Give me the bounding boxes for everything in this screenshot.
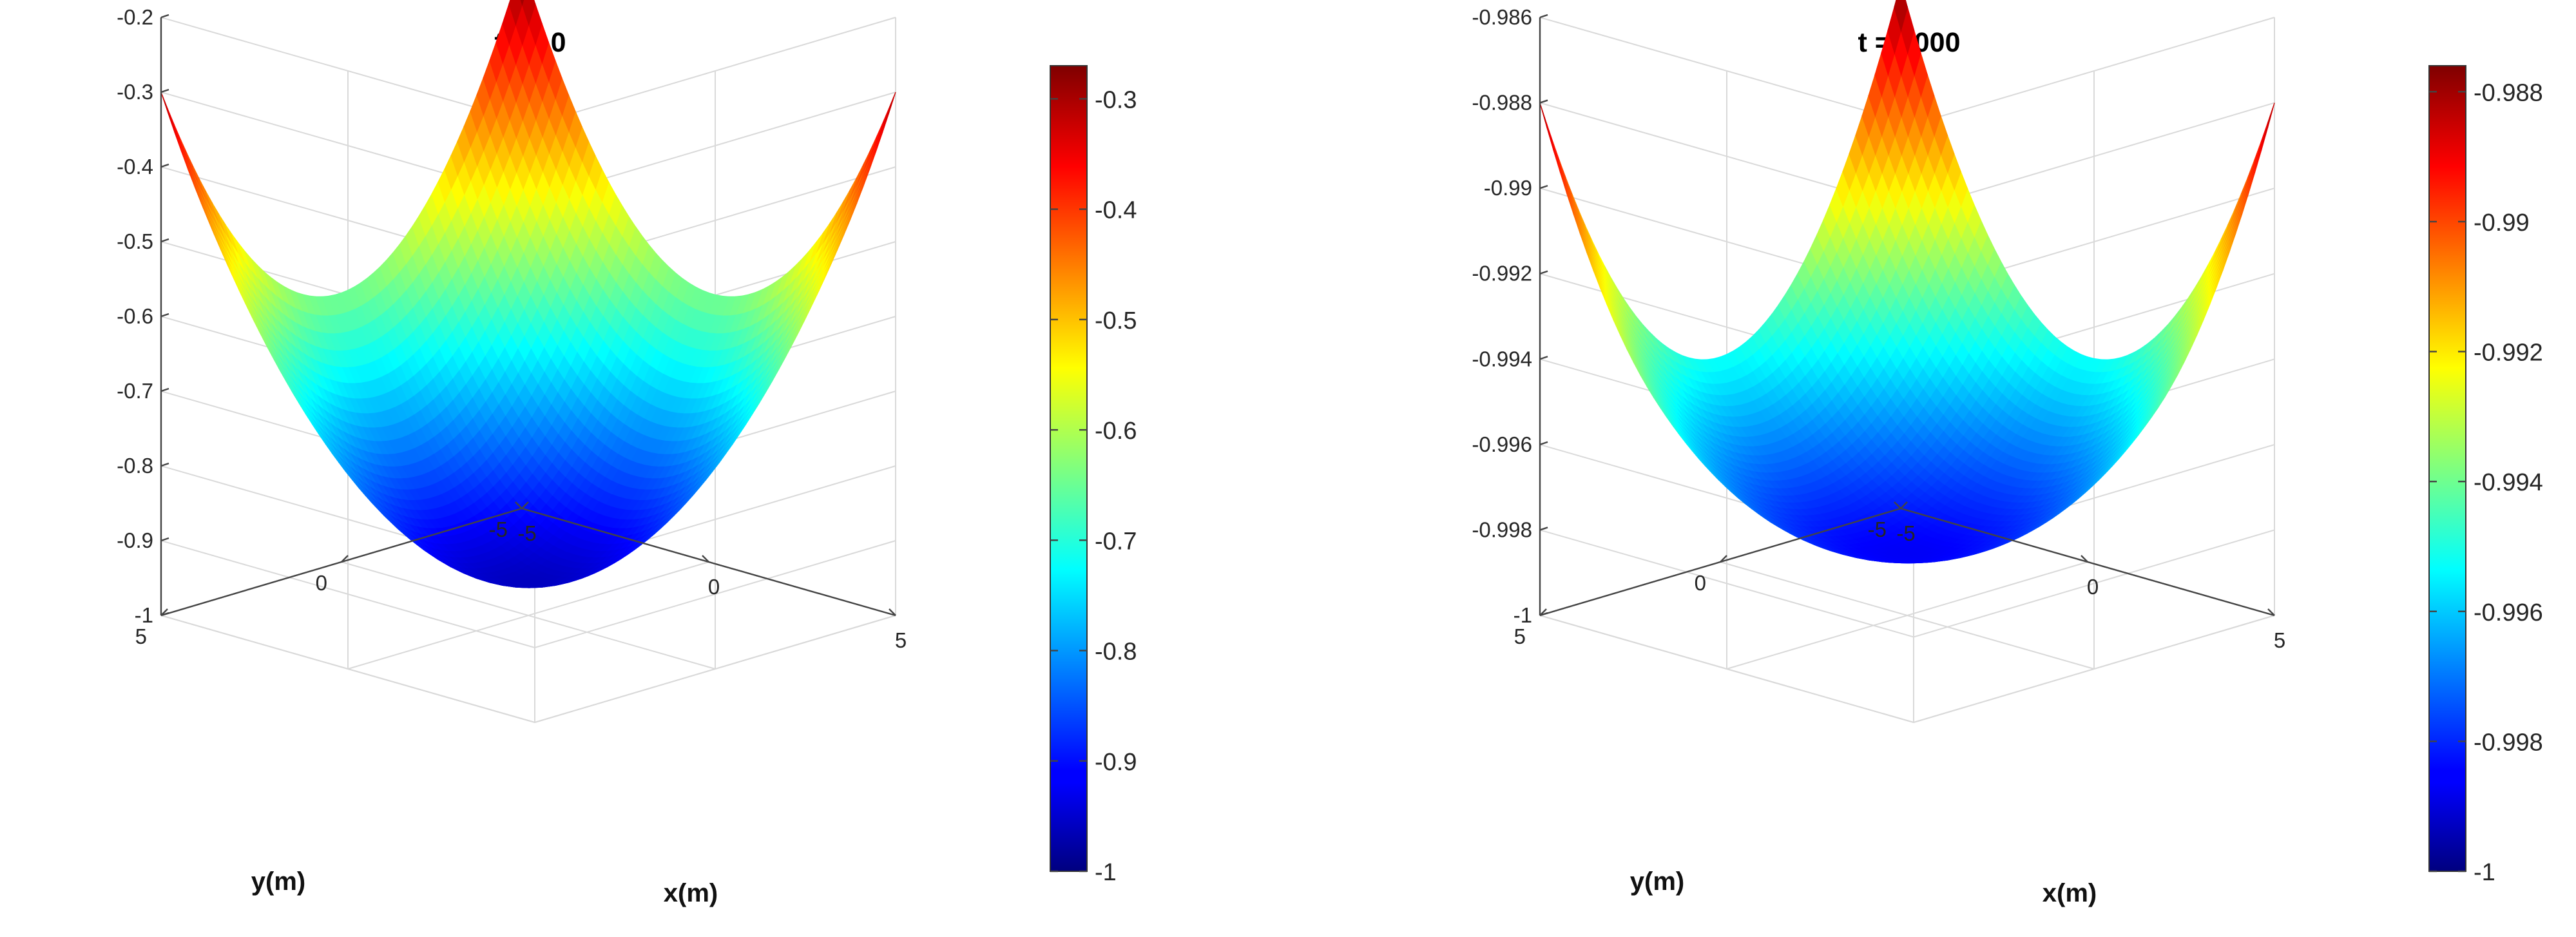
x-tick-label: -5 [517, 521, 536, 545]
z-tick-label: -0.4 [117, 155, 153, 179]
z-tick-label: -0.7 [117, 379, 153, 403]
x-tick-label: 0 [708, 575, 720, 599]
z-tick-mark [160, 14, 169, 19]
y-axis-label: y(m) [251, 867, 305, 896]
y-tick-label: -5 [489, 517, 508, 541]
grid-line [1720, 561, 2095, 670]
surface-plot [1539, 0, 2275, 564]
z-tick-mark [160, 238, 169, 243]
grid-line [160, 615, 896, 724]
colorbar-tick-label: -0.4 [1095, 197, 1137, 224]
z-tick-mark [160, 88, 169, 93]
z-tick-mark [160, 387, 169, 392]
z-tick-label: -0.8 [117, 454, 153, 478]
colorbar-tick-label: -1 [1095, 859, 1117, 886]
colorbar-gradient [1050, 65, 1088, 872]
z-tick-mark [160, 313, 169, 318]
surface-plot [160, 0, 896, 588]
z-tick-label: -0.5 [117, 229, 153, 253]
grid-line [160, 615, 535, 723]
z-tick-label: -0.9 [117, 528, 153, 552]
colorbar-tick-label: -0.6 [1095, 418, 1137, 445]
grid-line [1539, 615, 2275, 724]
z-tick-mark [160, 462, 169, 467]
colorbar-tick-label: -0.5 [1095, 307, 1137, 334]
colorbar-tick-label: -0.8 [1095, 639, 1137, 666]
y-tick-label: 5 [135, 624, 147, 648]
subplot-left: t = 10 -1-0.9-0.8-0.7-0.6-0.5-0.4-0.3-0.… [117, 0, 1137, 907]
z-tick-label: -0.3 [117, 80, 153, 104]
grid-line [534, 615, 896, 723]
y-tick-label: 0 [316, 571, 327, 595]
z-tick-mark [160, 163, 169, 168]
z-tick-label: -0.6 [117, 304, 153, 328]
colorbar-tick-label: -0.3 [1095, 86, 1137, 113]
colorbar-tick-label: -0.7 [1095, 528, 1137, 555]
x-tick-label: 5 [895, 628, 907, 652]
x-axis-label: x(m) [664, 879, 718, 907]
z-tick-mark [160, 537, 169, 542]
colorbar: -1 -0.9 -0.8 -0.7 -0.6 -0.5 -0.4 -0.3 [1050, 65, 1137, 886]
grid-line [341, 561, 716, 670]
subplot-right: t = 1000 -1-0.998-0.996-0.994-0.992-0.99… [1472, 0, 2543, 907]
z-tick-label: -0.2 [117, 5, 153, 29]
z-tick-label: -1 [135, 603, 153, 627]
colorbar-tick-label: -0.9 [1095, 749, 1137, 776]
